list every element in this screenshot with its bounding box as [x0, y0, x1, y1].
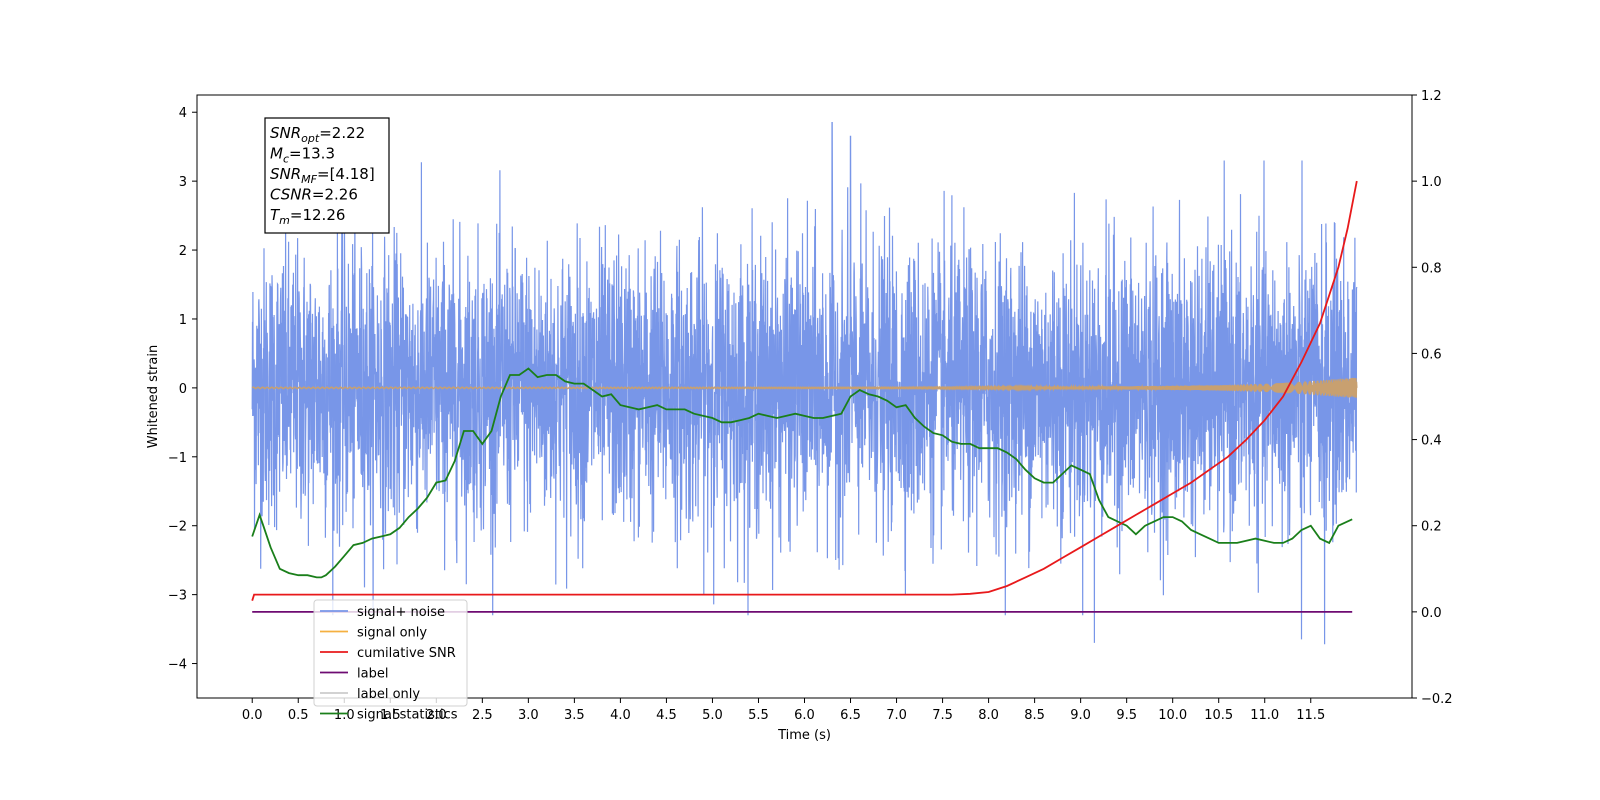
stats-line: Tm=12.26 [270, 206, 345, 227]
y-tick-label-left: 2 [179, 244, 187, 259]
y-tick-label-left: −3 [168, 589, 187, 604]
plot-area [251, 122, 1358, 645]
legend-label: cumilative SNR [357, 646, 456, 661]
x-tick-label: 6.0 [794, 708, 815, 723]
x-axis-label: Time (s) [777, 728, 831, 743]
stats-line: SNRopt=2.22 [270, 124, 365, 145]
legend: signal+ noise signal only cumilative SNR la… [313, 599, 468, 723]
legend-frame [313, 599, 468, 707]
y-tick-label-left: −1 [168, 451, 187, 466]
x-tick-label: 9.0 [1070, 708, 1091, 723]
y-tick-label-right: −0.2 [1421, 692, 1453, 707]
y-tick-label-left: −4 [168, 658, 187, 673]
x-tick-label: 4.5 [656, 708, 677, 723]
x-tick-label: 4.0 [610, 708, 631, 723]
y-tick-label-right: 1.0 [1421, 175, 1442, 190]
stats-box-frame [264, 117, 390, 234]
x-tick-label: 2.5 [472, 708, 493, 723]
x-tick-label: 3.5 [564, 708, 585, 723]
stats-line: CSNR=2.26 [270, 186, 358, 204]
x-axis: 0.0 0.5 1.0 1.5 2.0 2.5 3.0 3.5 4.0 4.5 5.0 5.5 6.0 6… [242, 698, 1325, 723]
series-signal-statistics-line [251, 367, 1353, 579]
y-tick-label-left: −2 [168, 520, 187, 535]
x-tick-label: 8.0 [978, 708, 999, 723]
y-tick-label-left: 3 [179, 175, 187, 190]
y-tick-label-right: 0.4 [1421, 434, 1442, 449]
y-tick-label-right: 0.6 [1421, 347, 1442, 362]
y-tick-label-right: 0.0 [1421, 606, 1442, 621]
y-axis-left: 4 3 2 1 0 −1 −2 −3 −4 [168, 106, 197, 673]
x-tick-label: 1.5 [380, 708, 401, 723]
y-tick-label-right: 1.2 [1421, 89, 1442, 104]
y-tick-label-right: 0.2 [1421, 520, 1442, 535]
x-tick-label: 9.5 [1116, 708, 1137, 723]
x-tick-label: 10.5 [1204, 708, 1233, 723]
y-axis-label: Whitened strain [146, 345, 161, 448]
x-tick-label: 0.5 [288, 708, 309, 723]
series-cumulative-snr-line [251, 180, 1358, 601]
x-tick-label: 5.5 [748, 708, 769, 723]
legend-label: label [357, 667, 388, 682]
x-tick-label: 11.0 [1250, 708, 1279, 723]
x-tick-label: 8.5 [1024, 708, 1045, 723]
y-tick-label-left: 0 [179, 382, 187, 397]
y-axis-right: 1.2 1.0 0.8 0.6 0.4 0.2 0.0 −0.2 [1412, 89, 1453, 707]
legend-label: signal only [357, 626, 427, 641]
stats-line: Mc=13.3 [270, 145, 335, 166]
series-signal-only-line [251, 377, 1358, 398]
x-tick-label: 5.0 [702, 708, 723, 723]
y-tick-label-right: 0.8 [1421, 261, 1442, 276]
y-tick-label-left: 4 [179, 106, 187, 121]
x-tick-label: 10.0 [1158, 708, 1187, 723]
x-tick-label: 1.0 [334, 708, 355, 723]
x-tick-label: 0.0 [242, 708, 263, 723]
legend-label: label only [357, 687, 420, 702]
x-tick-label: 3.0 [518, 708, 539, 723]
series-signal-noise-line [251, 122, 1358, 645]
x-tick-label: 7.0 [886, 708, 907, 723]
legend-label: signal+ noise [357, 605, 445, 620]
x-tick-label: 6.5 [840, 708, 861, 723]
x-tick-label: 11.5 [1296, 708, 1325, 723]
x-tick-label: 2.0 [426, 708, 447, 723]
stats-line: SNRMF=[4.18] [270, 165, 375, 186]
y-tick-label-left: 1 [179, 313, 187, 328]
x-tick-label: 7.5 [932, 708, 953, 723]
legend-label: signal statistics [357, 708, 458, 723]
